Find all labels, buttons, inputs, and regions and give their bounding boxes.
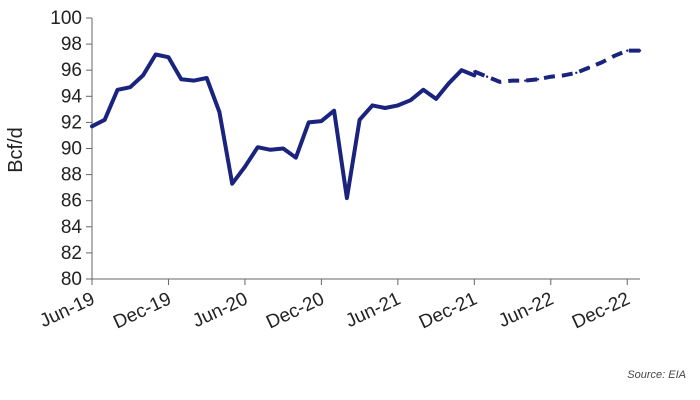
data-point (320, 119, 323, 123)
data-point (638, 49, 642, 52)
data-point (473, 70, 476, 73)
forecast-series-line (473, 48, 640, 84)
data-point (613, 54, 616, 58)
data-point (90, 125, 94, 128)
y-tick-label: 84 (61, 217, 83, 238)
data-point (600, 61, 603, 64)
y-tick-label: 80 (61, 269, 82, 290)
data-point (422, 88, 425, 91)
data-point (447, 82, 451, 85)
data-point (549, 75, 552, 78)
data-point (116, 88, 119, 91)
data-point (358, 118, 361, 121)
data-point (587, 66, 591, 69)
data-point (103, 118, 106, 121)
data-point (562, 74, 565, 77)
data-point (294, 156, 298, 159)
y-axis-label: Bcf/d (5, 127, 27, 173)
x-tick-label: Jun-22 (495, 288, 557, 332)
data-point (180, 78, 183, 81)
data-point (575, 71, 578, 75)
data-point (281, 147, 285, 150)
data-point (307, 121, 310, 124)
y-tick-label: 100 (50, 8, 82, 29)
series-group (90, 48, 642, 201)
data-point (409, 99, 412, 102)
data-point (332, 109, 336, 112)
y-tick-label: 96 (61, 60, 82, 81)
data-point (192, 79, 196, 82)
data-point (536, 78, 540, 81)
data-point (626, 49, 629, 52)
data-point (167, 55, 170, 59)
data-point (473, 74, 476, 77)
x-tick-label: Jun-19 (37, 288, 99, 332)
x-tick-label: Jun-20 (190, 288, 252, 332)
y-tick-label: 94 (61, 86, 83, 107)
data-point (383, 106, 387, 110)
y-tick-label: 82 (61, 243, 82, 264)
data-point (345, 196, 349, 200)
data-point (498, 80, 502, 84)
y-tick-label: 86 (61, 191, 82, 212)
data-point (218, 110, 221, 114)
data-point (434, 97, 438, 101)
x-axis-ticks: Jun-19 Dec-19 Jun-20 Dec-20 Jun-21 Dec-21 Jun-… (37, 279, 633, 333)
source-note: Source: EIA (627, 369, 686, 381)
y-tick-label: 90 (61, 139, 82, 160)
data-point (129, 85, 132, 89)
data-point (371, 104, 374, 107)
x-tick-label: Dec-22 (569, 288, 633, 333)
data-point (460, 69, 463, 72)
data-point (485, 75, 489, 78)
x-tick-label: Dec-19 (110, 288, 174, 333)
data-point (511, 79, 514, 82)
data-point (396, 104, 400, 107)
y-tick-label: 88 (61, 165, 82, 186)
data-point (230, 182, 234, 185)
data-point (524, 79, 527, 82)
x-tick-label: Dec-20 (263, 288, 327, 333)
data-point (205, 76, 208, 80)
data-point (141, 74, 145, 77)
data-point (243, 165, 247, 168)
data-point (256, 145, 259, 149)
y-tick-label: 98 (61, 34, 82, 55)
data-point (154, 53, 157, 56)
historical-series-line (90, 52, 477, 201)
x-tick-label: Jun-21 (342, 288, 404, 332)
data-point (269, 148, 272, 152)
y-axis-ticks: 80 82 84 86 88 90 92 94 96 98 100 (50, 8, 92, 290)
y-tick-label: 92 (61, 112, 82, 133)
x-tick-label: Dec-21 (416, 288, 480, 333)
